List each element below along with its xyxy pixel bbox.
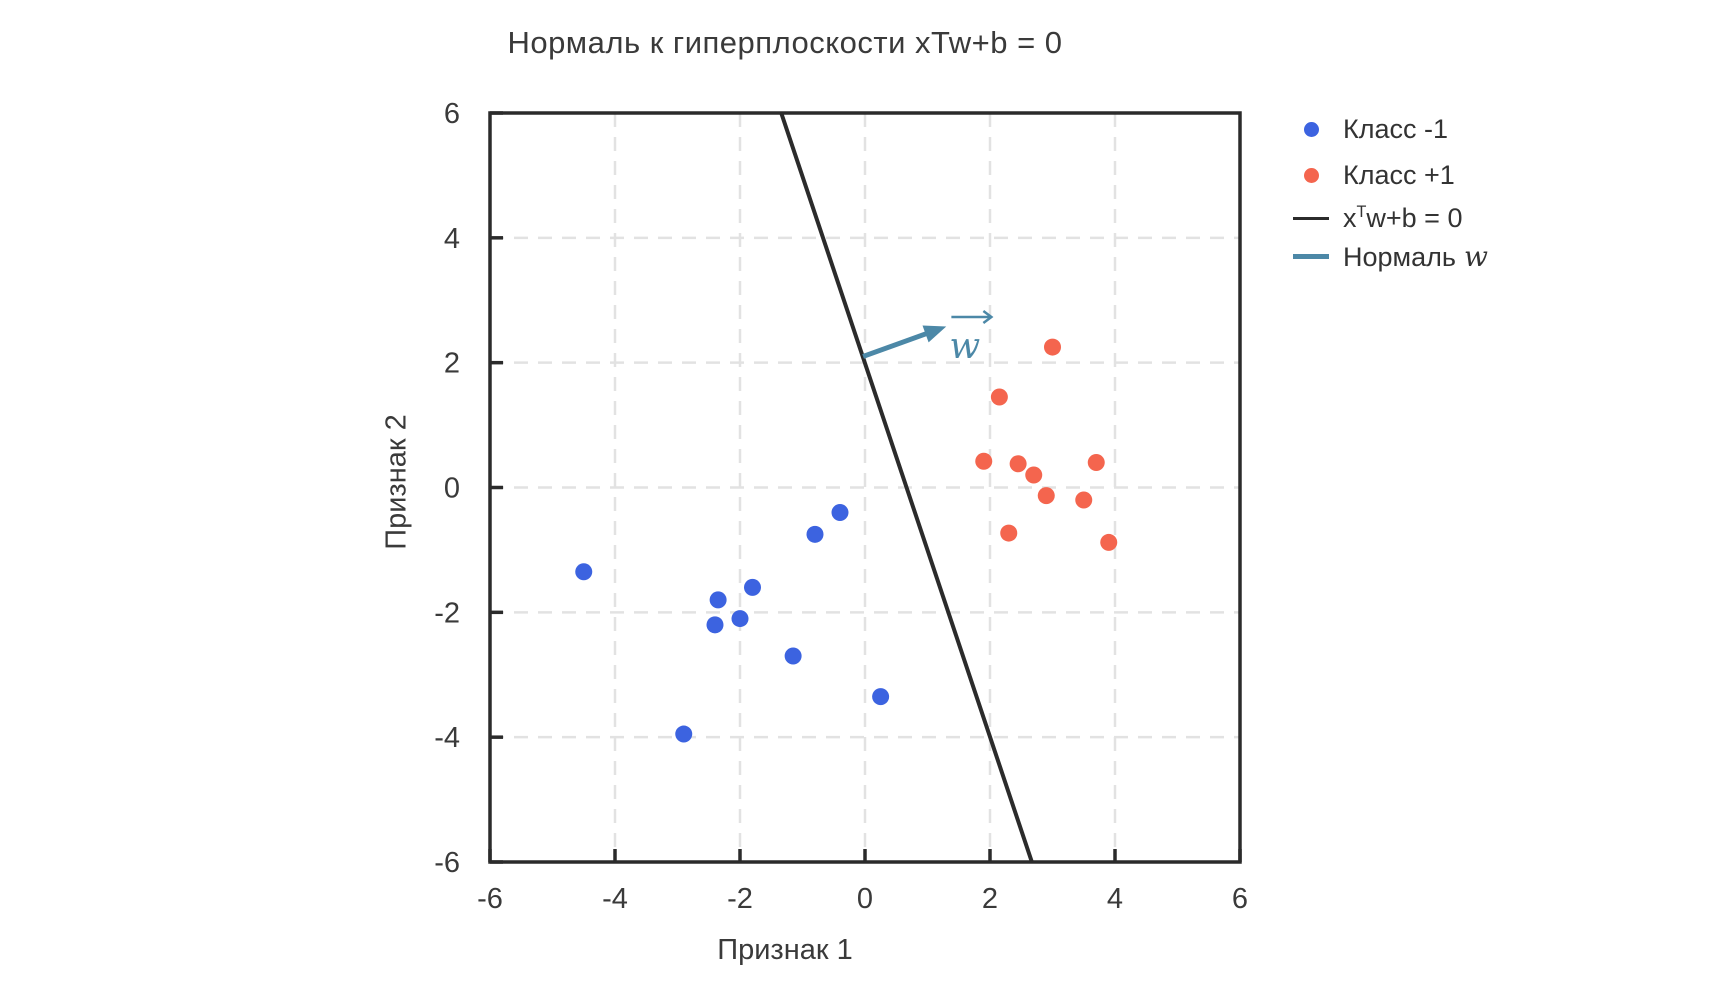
- x-tick-label: -4: [602, 883, 628, 915]
- legend: Класс -1 Класс +1 xTw+b = 0 Нормаль w: [1292, 106, 1488, 274]
- scatter-point-class-pos: [1037, 487, 1055, 505]
- scatter-point-class-pos: [1075, 491, 1093, 509]
- legend-item-hyperplane: xTw+b = 0: [1292, 198, 1488, 238]
- w-vector-annotation: w: [949, 326, 980, 367]
- scatter-point-class-pos: [990, 388, 1008, 406]
- scatter-point-class-neg: [806, 525, 824, 543]
- scatter-point-class-pos: [1009, 455, 1027, 473]
- x-tick-label: 0: [857, 883, 873, 915]
- x-axis-label: Признак 1: [717, 934, 853, 966]
- scatter-point-class-pos: [1044, 338, 1061, 356]
- scatter-point-class-neg: [675, 725, 693, 743]
- x-tick-label: 2: [982, 883, 998, 915]
- scatter-point-class-pos: [1100, 533, 1118, 551]
- scatter-point-class-pos: [1025, 466, 1043, 484]
- legend-item-normal: Нормаль w: [1292, 238, 1488, 274]
- y-tick-label: 2: [444, 348, 460, 380]
- y-tick-label: -4: [434, 722, 460, 754]
- y-tick-label: 4: [444, 223, 460, 255]
- y-axis-label: Признак 2: [380, 414, 413, 550]
- scatter-point-class-neg: [831, 503, 849, 521]
- plot-frame: [488, 111, 1242, 864]
- legend-label-class-neg: Класс -1: [1343, 113, 1449, 144]
- class-neg-dot-icon: [1292, 121, 1330, 137]
- normal-arrow-head-icon: [922, 325, 947, 343]
- scatter-point-class-pos: [1000, 524, 1018, 542]
- scatter-point-class-pos: [975, 452, 993, 470]
- normal-line-icon: [1292, 253, 1330, 259]
- chart-title: Нормаль к гиперплоскости xTw+b = 0: [507, 25, 1063, 60]
- scatter-point-class-neg: [575, 563, 593, 581]
- scatter-point-class-neg: [784, 647, 802, 665]
- legend-label-hyperplane: xTw+b = 0: [1343, 202, 1463, 233]
- y-tick-label: -2: [434, 597, 460, 629]
- scatter-point-class-neg: [872, 688, 890, 706]
- y-tick-label: 6: [444, 98, 460, 130]
- scatter-point-class-neg: [706, 616, 724, 634]
- normal-arrow-shaft: [862, 329, 933, 359]
- legend-label-class-pos: Класс +1: [1343, 159, 1455, 190]
- scatter-point-class-pos: [1087, 454, 1105, 472]
- x-tick-label: -2: [727, 883, 753, 915]
- y-tick-label: 0: [444, 473, 460, 505]
- scatter-point-class-neg: [731, 610, 749, 628]
- hyperplane-line-icon: [1292, 216, 1330, 220]
- class-pos-dot-icon: [1292, 167, 1330, 183]
- scatter-point-class-neg: [744, 578, 761, 596]
- legend-item-class-neg: Класс -1: [1292, 106, 1488, 152]
- x-tick-label: -6: [477, 883, 503, 915]
- legend-label-normal: Нормаль w: [1343, 239, 1488, 273]
- x-tick-label: 4: [1107, 883, 1123, 915]
- legend-item-class-pos: Класс +1: [1292, 152, 1488, 198]
- y-tick-label: -6: [434, 847, 460, 879]
- scatter-point-class-neg: [709, 591, 727, 609]
- w-vector-arrowhead-icon: [982, 309, 994, 324]
- x-tick-label: 6: [1232, 883, 1248, 915]
- hyperplane-line: [779, 112, 1034, 863]
